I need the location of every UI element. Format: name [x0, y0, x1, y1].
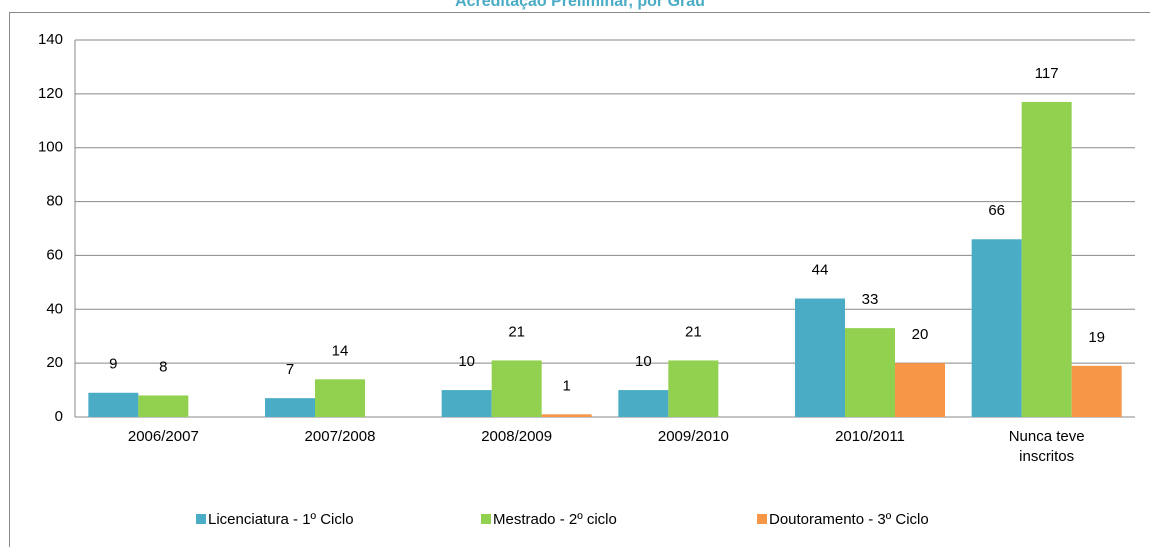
- data-label: 10: [635, 353, 652, 370]
- x-tick-label-box: 2010/2011: [805, 427, 935, 477]
- bar: [1072, 366, 1122, 417]
- bar: [795, 299, 845, 417]
- y-tick-label: 100: [38, 139, 63, 156]
- data-label: 21: [508, 323, 525, 340]
- data-label: 9: [109, 356, 117, 373]
- data-label: 66: [988, 202, 1005, 219]
- data-label: 14: [332, 342, 349, 359]
- data-label: 20: [912, 326, 929, 343]
- y-tick-label: 140: [38, 31, 63, 48]
- legend-label: Doutoramento - 3º Ciclo: [769, 511, 929, 528]
- data-label: 10: [458, 353, 475, 370]
- x-tick-label: 2008/2009: [452, 427, 582, 447]
- chart-title: Acreditação Preliminar, por Grau: [455, 0, 705, 10]
- bar: [895, 363, 945, 417]
- bar: [1022, 102, 1072, 417]
- y-tick-label: 40: [46, 300, 63, 317]
- bar: [88, 393, 138, 417]
- x-tick-label: Nunca teve inscritos: [982, 427, 1112, 467]
- bar: [668, 360, 718, 417]
- y-tick-label: 80: [46, 193, 63, 210]
- legend-swatch: [481, 514, 491, 524]
- x-tick-label: 2009/2010: [628, 427, 758, 447]
- legend-label: Licenciatura - 1º Ciclo: [208, 511, 354, 528]
- data-label: 1: [562, 377, 570, 394]
- data-label: 19: [1088, 329, 1105, 346]
- y-tick-label: 60: [46, 246, 63, 263]
- x-tick-label-box: Nunca teve inscritos: [982, 427, 1112, 477]
- data-label: 44: [812, 261, 829, 278]
- data-label: 117: [1035, 65, 1059, 82]
- y-tick-label: 120: [38, 85, 63, 102]
- data-label: 8: [159, 358, 167, 375]
- data-label: 7: [286, 361, 294, 378]
- bar: [972, 239, 1022, 417]
- x-tick-label: 2006/2007: [98, 427, 228, 447]
- legend-swatch: [757, 514, 767, 524]
- bar: [492, 360, 542, 417]
- x-tick-label: 2007/2008: [275, 427, 405, 447]
- x-tick-label-box: 2008/2009: [452, 427, 582, 477]
- bar: [845, 328, 895, 417]
- data-label: 33: [862, 291, 879, 308]
- bar: [265, 398, 315, 417]
- x-tick-label-box: 2006/2007: [98, 427, 228, 477]
- legend-swatch: [196, 514, 206, 524]
- bar: [542, 414, 592, 417]
- y-tick-label: 20: [46, 354, 63, 371]
- x-tick-label-box: 2009/2010: [628, 427, 758, 477]
- bar: [442, 390, 492, 417]
- bar: [315, 379, 365, 417]
- x-tick-label-box: 2007/2008: [275, 427, 405, 477]
- y-tick-label: 0: [55, 408, 63, 425]
- bar: [138, 395, 188, 417]
- x-tick-label: 2010/2011: [805, 427, 935, 447]
- legend-label: Mestrado - 2º ciclo: [493, 511, 617, 528]
- data-label: 21: [685, 323, 702, 340]
- bar: [618, 390, 668, 417]
